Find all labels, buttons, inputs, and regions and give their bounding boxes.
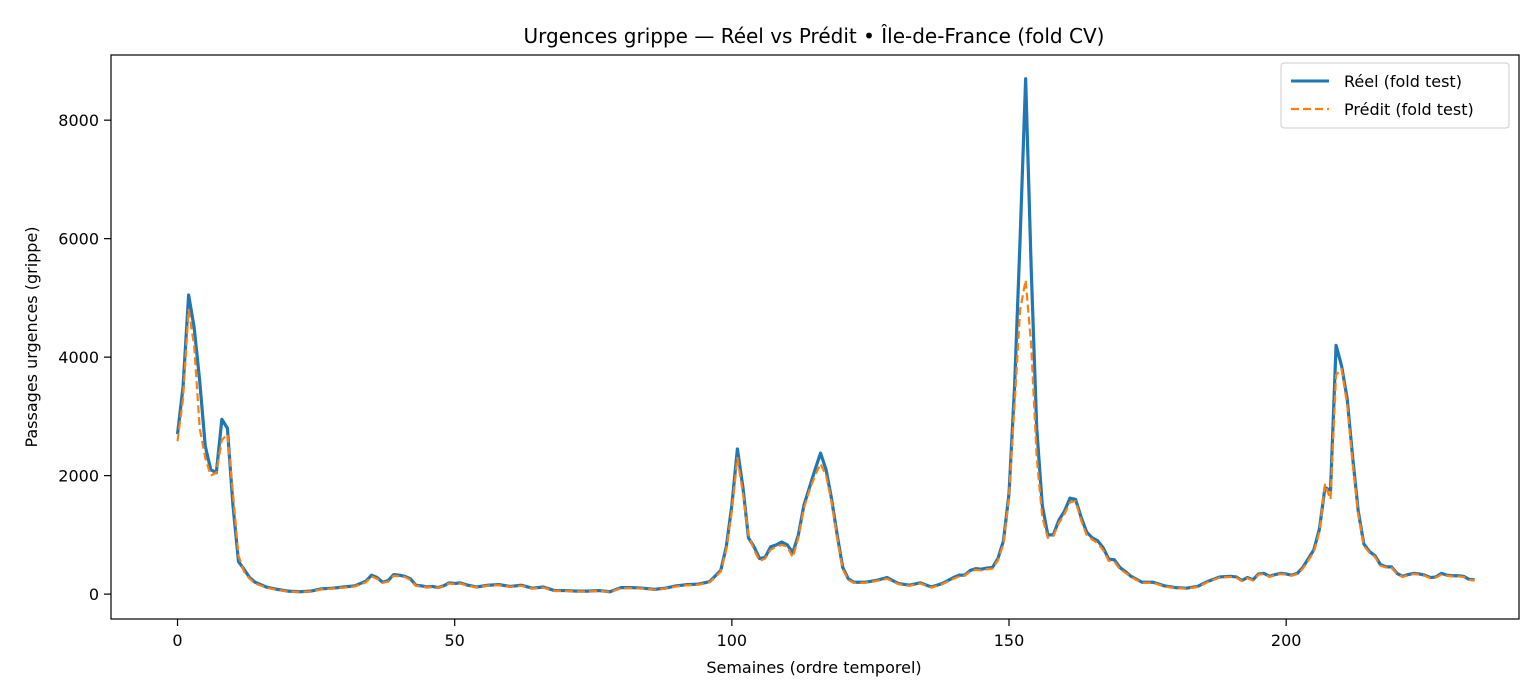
y-tick-label: 6000 xyxy=(58,230,99,249)
y-tick-label: 2000 xyxy=(58,467,99,486)
y-tick-label: 4000 xyxy=(58,348,99,367)
chart-title: Urgences grippe — Réel vs Prédit • Île-d… xyxy=(524,24,1105,48)
series-line-predit xyxy=(176,279,1475,594)
y-tick-label: 0 xyxy=(89,585,99,604)
x-tick-label: 200 xyxy=(1271,631,1302,650)
y-axis: 0 2000 4000 6000 8000 xyxy=(58,111,111,604)
x-tick-label: 100 xyxy=(717,631,748,650)
x-tick-label: 0 xyxy=(172,631,182,650)
y-tick-label: 8000 xyxy=(58,111,99,130)
plot-area xyxy=(110,54,1520,620)
series-line-reel xyxy=(175,77,1475,594)
x-axis-label: Semaines (ordre temporel) xyxy=(706,658,921,677)
y-axis-label: Passages urgences (grippe) xyxy=(22,226,41,447)
legend-box xyxy=(1280,62,1510,129)
legend: Réel (fold test) Prédit (fold test) xyxy=(1280,62,1510,129)
series-layer xyxy=(175,77,1475,594)
legend-label-reel: Réel (fold test) xyxy=(1344,72,1462,91)
x-tick-label: 150 xyxy=(994,631,1025,650)
x-tick-label: 50 xyxy=(445,631,465,650)
legend-label-predit: Prédit (fold test) xyxy=(1344,100,1474,119)
x-axis: 0 50 100 150 200 xyxy=(172,619,1301,650)
